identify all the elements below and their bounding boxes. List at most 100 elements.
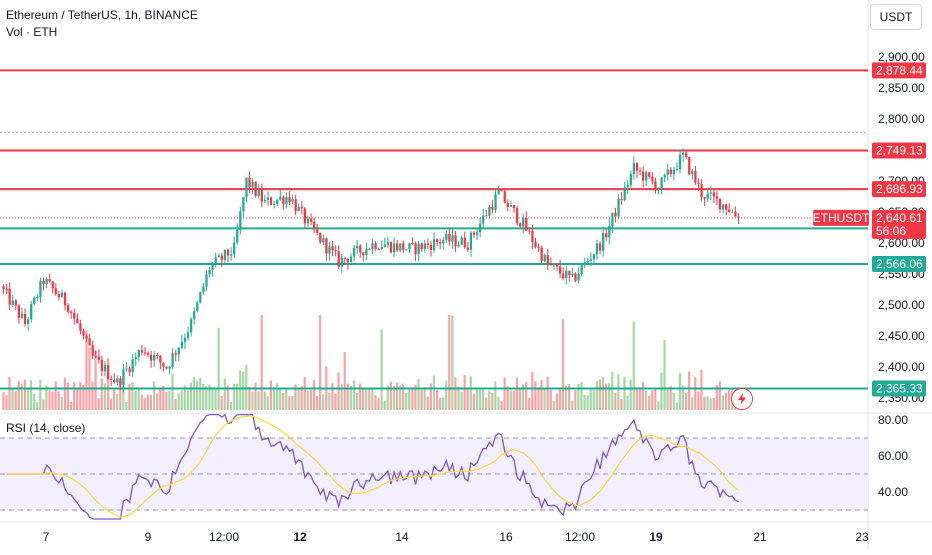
candle	[528, 227, 531, 234]
candle	[285, 192, 288, 209]
candle	[291, 194, 294, 205]
volume-bar	[248, 386, 251, 410]
lightning-alert-button[interactable]	[731, 388, 753, 410]
volume-bar	[269, 380, 272, 410]
svg-text:56:06: 56:06	[876, 224, 906, 238]
volume-bar	[63, 377, 66, 410]
volume-bar	[678, 373, 681, 410]
price-axis-label: 2,900.00	[878, 50, 925, 64]
candle	[103, 360, 107, 377]
candle	[469, 231, 473, 257]
volume-bar	[521, 383, 525, 410]
volume-bar	[614, 393, 617, 410]
candle	[617, 194, 620, 220]
volume-bar	[14, 391, 17, 410]
candle	[737, 212, 740, 224]
volume-bar	[601, 377, 605, 410]
volume-bar	[48, 390, 51, 410]
volume-bar	[113, 388, 116, 410]
volume-bar	[374, 395, 377, 410]
volume-bar	[491, 392, 494, 410]
volume-bar	[242, 371, 245, 410]
volume-bar	[266, 396, 269, 410]
volume-bar	[417, 379, 420, 410]
candle	[143, 347, 147, 356]
level-price-tag[interactable]: 2,749.13	[872, 142, 926, 159]
horizontal-lines	[0, 69, 868, 390]
volume-bar	[285, 389, 288, 410]
symbol-price-tag[interactable]: ETHUSDT	[813, 209, 870, 226]
level-price-tag[interactable]: 2,365.33	[872, 380, 926, 397]
candle	[423, 239, 426, 253]
volume-bar	[334, 393, 337, 410]
candle	[263, 194, 267, 203]
level-price-tag[interactable]: 2,686.93	[872, 181, 926, 198]
level-price-tag[interactable]: 2,878.44	[872, 62, 926, 79]
candle	[328, 241, 331, 261]
volume-bar	[349, 385, 352, 410]
candle	[700, 179, 703, 201]
candle	[429, 240, 433, 257]
candle	[426, 238, 430, 249]
volume-bar	[512, 390, 515, 410]
candle	[76, 313, 79, 324]
candle	[451, 228, 454, 249]
candle	[479, 217, 482, 238]
symbol-title[interactable]: Ethereum / TetherUS, 1h, BINANCE	[6, 8, 198, 22]
candle	[577, 267, 580, 284]
candle	[688, 156, 691, 176]
candle	[519, 222, 522, 229]
svg-text:ETHUSDT: ETHUSDT	[813, 211, 870, 225]
candle	[703, 197, 706, 206]
volume-bar	[229, 401, 233, 410]
candle	[592, 253, 596, 265]
candle	[645, 170, 648, 187]
volume-bar	[635, 389, 638, 410]
candle	[685, 149, 688, 159]
candle	[396, 239, 399, 253]
volume-bar	[39, 379, 42, 410]
volume-bar	[103, 383, 106, 410]
candle	[608, 218, 611, 245]
candle	[648, 171, 651, 179]
volume-bar	[688, 371, 691, 410]
candle	[494, 188, 497, 214]
candle	[146, 351, 150, 358]
candle	[66, 303, 70, 314]
candle	[322, 234, 325, 245]
price-axis-label: 2,800.00	[878, 112, 925, 126]
candle	[435, 238, 439, 247]
rsi-legend[interactable]: RSI (14, close)	[6, 421, 86, 435]
volume-bar	[700, 369, 703, 410]
candle	[420, 242, 423, 252]
volume-bar	[152, 381, 156, 410]
candle	[33, 296, 36, 306]
volume-legend[interactable]: Vol · ETH	[6, 25, 58, 39]
volume-bar	[202, 383, 205, 410]
volume-bar	[543, 387, 546, 410]
volume-bar	[220, 395, 223, 410]
candle	[368, 247, 371, 250]
currency-unit-button[interactable]: USDT	[870, 4, 922, 30]
time-axis-label: 21	[753, 530, 767, 544]
price-axis: 2,900.002,850.002,800.002,700.002,650.00…	[878, 50, 925, 499]
candle	[706, 187, 709, 202]
svg-text:2,878.44: 2,878.44	[876, 63, 923, 77]
volume-bar	[257, 391, 260, 410]
time-axis-label: 9	[145, 530, 152, 544]
candle	[651, 172, 654, 185]
volume-bar	[595, 381, 598, 410]
candle	[715, 190, 719, 206]
volume-bar	[565, 385, 568, 410]
volume-bar	[475, 389, 479, 410]
candle	[11, 295, 14, 308]
volume-bar	[703, 396, 706, 410]
volume-bar	[392, 386, 395, 410]
level-price-tag[interactable]: 2,566.06	[872, 256, 926, 273]
volume-bar	[122, 377, 125, 410]
volume-bar	[100, 378, 103, 410]
volume-bar	[672, 392, 675, 410]
